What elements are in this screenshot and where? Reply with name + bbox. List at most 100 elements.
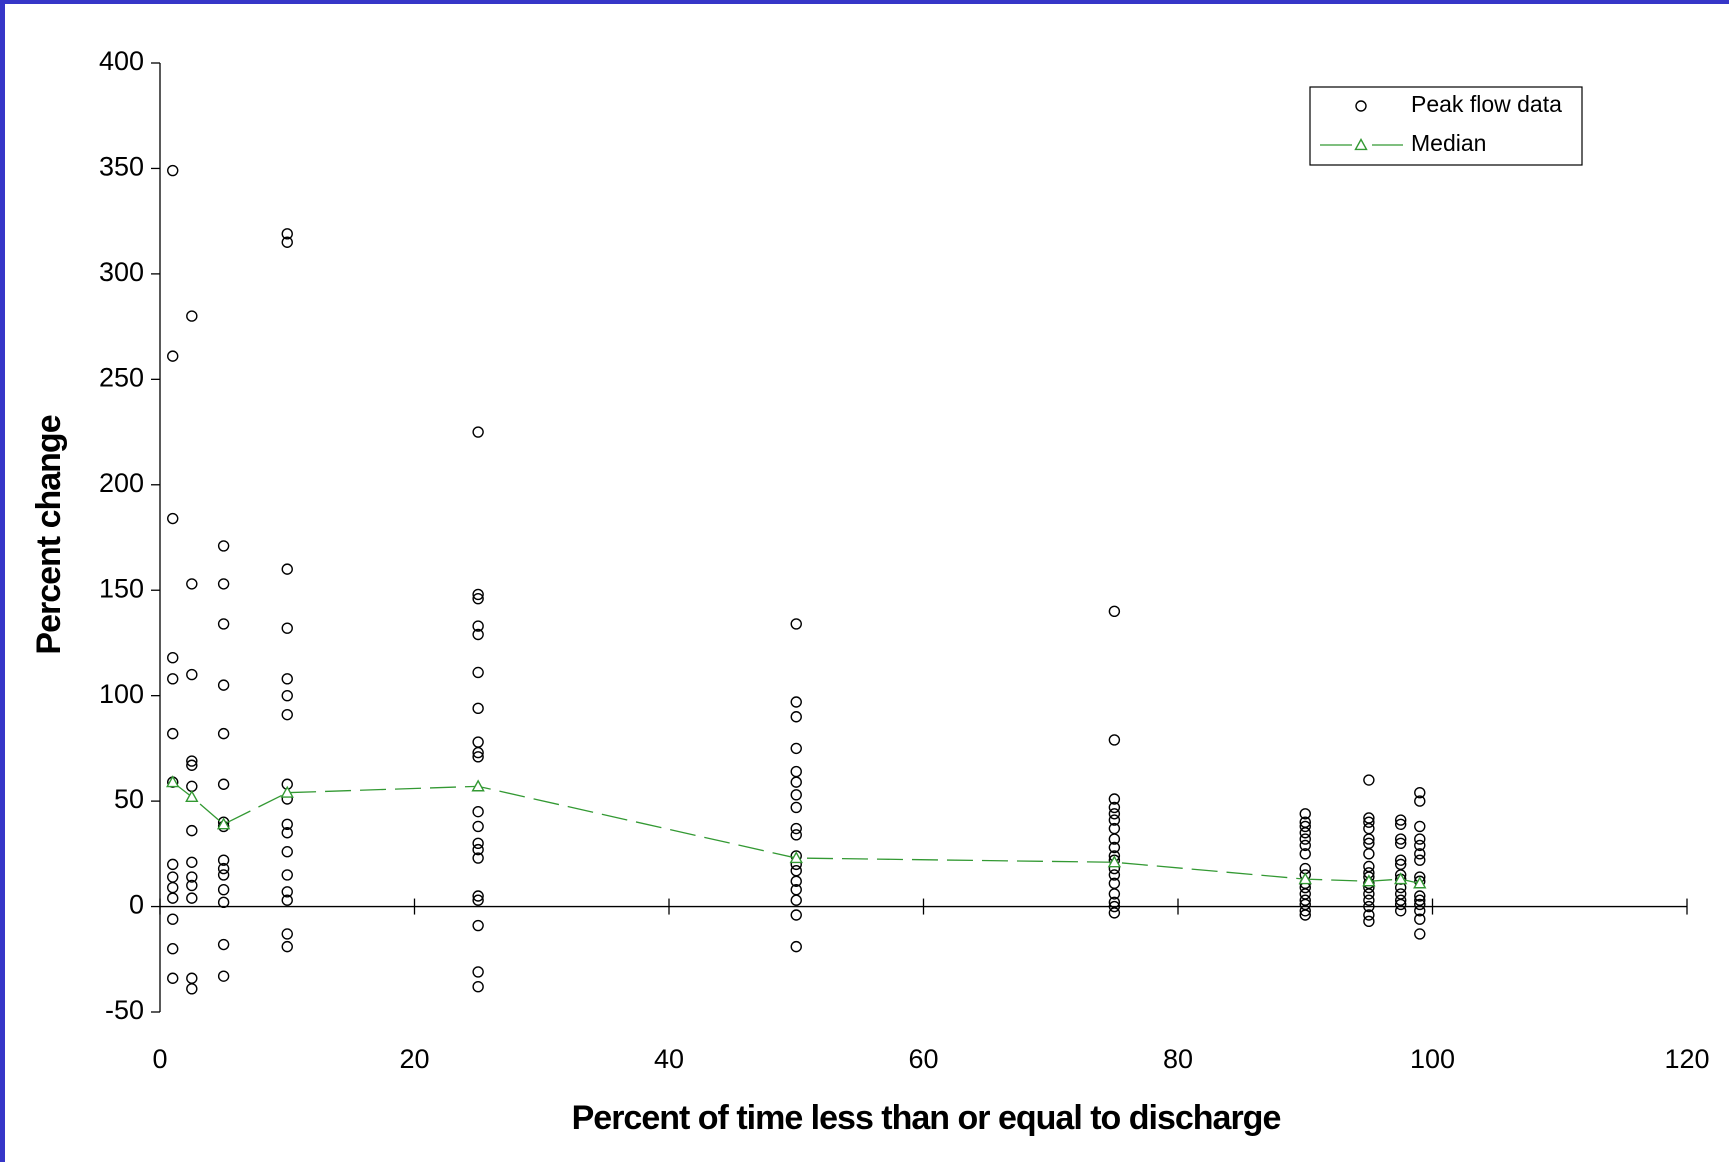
data-point	[1414, 854, 1426, 866]
data-point	[186, 755, 198, 767]
data-point	[1414, 820, 1426, 833]
data-point	[790, 909, 802, 921]
data-point	[1363, 816, 1375, 828]
data-point	[186, 972, 198, 984]
data-point	[1299, 848, 1311, 860]
median-marker	[1393, 872, 1408, 885]
data-point	[1108, 841, 1121, 854]
data-point	[790, 875, 802, 887]
data-point	[790, 940, 802, 953]
data-point	[472, 852, 484, 864]
data-point	[790, 765, 802, 778]
data-point	[1394, 837, 1407, 849]
chart: Percent of time less than or equal to di…	[5, 4, 1729, 1162]
y-tick-label: 50	[114, 784, 144, 814]
data-point	[1394, 854, 1407, 866]
data-point	[472, 588, 484, 601]
data-point	[1299, 808, 1311, 820]
data-point	[472, 890, 484, 902]
data-point	[472, 620, 484, 632]
data-point	[167, 913, 179, 925]
data-point	[472, 628, 484, 641]
data-point	[1299, 909, 1311, 921]
data-point	[1414, 786, 1426, 799]
data-point	[167, 892, 179, 904]
data-point	[1108, 605, 1121, 618]
x-tick-label: 60	[908, 1044, 938, 1074]
data-point	[1363, 909, 1375, 921]
data-point	[217, 862, 230, 875]
data-point	[281, 869, 293, 881]
data-point	[1299, 833, 1311, 845]
data-point	[472, 966, 484, 978]
data-point	[790, 865, 802, 877]
data-point	[167, 943, 179, 955]
y-axis-title: Percent change	[30, 415, 68, 654]
data-point	[1363, 915, 1375, 928]
y-tick-label: 350	[99, 152, 144, 182]
data-point	[167, 652, 179, 664]
data-point	[186, 824, 198, 837]
data-point	[167, 727, 179, 740]
median-line	[172, 781, 1420, 884]
y-tick-label: 150	[99, 573, 144, 603]
data-point	[167, 350, 179, 362]
data-point	[186, 856, 198, 868]
data-point	[472, 837, 484, 849]
median-marker	[185, 789, 199, 802]
median-marker	[1362, 874, 1376, 887]
data-point	[1414, 898, 1426, 911]
data-point	[167, 512, 179, 525]
data-point	[472, 666, 484, 679]
data-point	[167, 881, 179, 894]
x-tick-label: 100	[1410, 1044, 1455, 1074]
data-point	[281, 894, 293, 906]
data-point	[790, 776, 802, 788]
data-point	[472, 805, 484, 818]
y-tick-label: -50	[105, 995, 144, 1025]
data-point	[217, 883, 230, 896]
data-point	[1108, 888, 1121, 900]
y-tick-label: 100	[99, 679, 144, 709]
legend: Peak flow data Median	[1309, 86, 1583, 166]
data-point	[281, 940, 293, 953]
data-point	[1299, 827, 1311, 839]
data-point	[1363, 822, 1375, 835]
y-tick-label: 250	[99, 362, 144, 392]
x-tick-label: 20	[399, 1044, 429, 1074]
data-point	[790, 829, 802, 841]
legend-label: Peak flow data	[1411, 91, 1562, 117]
data-point	[472, 746, 484, 759]
data-point	[217, 970, 230, 982]
y-tick-label: 200	[99, 468, 144, 498]
data-point	[1414, 848, 1426, 860]
data-point	[1299, 905, 1311, 917]
data-point	[167, 858, 179, 871]
data-point	[217, 679, 230, 691]
legend-label: Median	[1411, 130, 1486, 156]
data-point	[167, 871, 179, 883]
legend-marker	[1355, 100, 1367, 112]
legend-marker	[1354, 138, 1368, 151]
data-point	[186, 892, 198, 904]
data-point	[167, 673, 179, 685]
data-point	[186, 310, 198, 322]
data-point	[1108, 907, 1121, 919]
data-point	[217, 854, 230, 866]
median-marker	[789, 851, 803, 864]
data-point	[281, 236, 293, 248]
data-point	[790, 789, 802, 801]
data-point	[217, 540, 230, 552]
data-point	[1414, 913, 1426, 925]
x-tick-label: 0	[152, 1044, 167, 1074]
y-tick-label: 300	[99, 257, 144, 287]
data-point	[217, 778, 230, 790]
median-marker	[166, 775, 180, 788]
data-point	[281, 708, 293, 721]
data-point	[472, 736, 484, 748]
data-point	[1108, 808, 1121, 820]
data-point	[1394, 818, 1407, 831]
data-point	[790, 742, 802, 755]
median-marker	[216, 817, 231, 830]
x-tick-label: 80	[1163, 1044, 1193, 1074]
